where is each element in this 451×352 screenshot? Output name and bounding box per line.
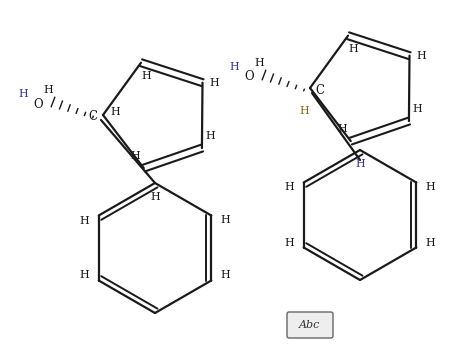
Text: H: H: [425, 238, 435, 247]
Text: H: H: [80, 270, 90, 281]
Text: H: H: [141, 71, 151, 81]
Text: H: H: [425, 182, 435, 193]
Text: H: H: [254, 58, 264, 68]
Text: H: H: [205, 131, 215, 141]
Text: H: H: [338, 124, 348, 134]
Text: H: H: [285, 238, 295, 247]
Text: H: H: [285, 182, 295, 193]
Text: H: H: [221, 215, 230, 226]
Text: C: C: [316, 83, 325, 96]
Text: H: H: [80, 215, 90, 226]
Text: O: O: [244, 70, 254, 83]
Text: H: H: [348, 44, 358, 54]
Text: O: O: [33, 98, 43, 111]
Text: Abc: Abc: [299, 320, 321, 330]
Text: H: H: [221, 270, 230, 281]
Text: H: H: [43, 85, 53, 95]
Text: H: H: [412, 104, 422, 114]
Text: H: H: [299, 106, 309, 116]
Text: H: H: [355, 159, 365, 169]
Text: H: H: [229, 62, 239, 72]
Text: H: H: [110, 107, 120, 117]
Text: H: H: [210, 78, 219, 88]
Text: C: C: [88, 111, 97, 124]
Text: H: H: [150, 192, 160, 202]
Text: H: H: [417, 51, 426, 61]
Text: H: H: [131, 151, 141, 161]
FancyBboxPatch shape: [287, 312, 333, 338]
Text: H: H: [18, 89, 28, 99]
